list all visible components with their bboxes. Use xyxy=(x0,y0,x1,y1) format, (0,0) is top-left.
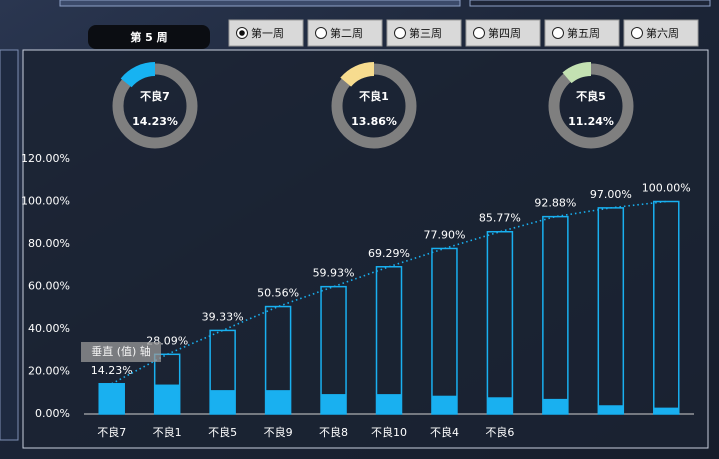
side-panel xyxy=(0,49,19,441)
y-tick-label: 0.00% xyxy=(35,407,70,420)
bar xyxy=(542,398,568,414)
x-tick-label: 不良7 xyxy=(97,425,126,439)
week-label: 第 5 周 xyxy=(130,30,167,44)
chart-panel xyxy=(22,49,709,449)
y-tick-label: 120.00% xyxy=(21,152,70,165)
radio[interactable] xyxy=(552,27,564,39)
plot: 0.00% 20.00% 40.00% 60.00% 80.00% 100.00% 120.… xyxy=(21,152,694,439)
data-label: 50.56% xyxy=(257,287,299,300)
radio[interactable] xyxy=(394,27,406,39)
week-option[interactable]: 第五周 xyxy=(567,26,600,40)
week-option[interactable]: 第一周 xyxy=(251,26,284,40)
cumulative-bar xyxy=(486,230,514,415)
data-label: 85.77% xyxy=(479,212,521,225)
cumulative-bar xyxy=(209,329,236,415)
y-tick-label: 100.00% xyxy=(21,195,70,208)
week-option[interactable]: 第四周 xyxy=(488,26,521,40)
data-label: 92.88% xyxy=(534,197,576,210)
data-label: 97.00% xyxy=(590,188,632,201)
bar xyxy=(598,405,624,414)
bar xyxy=(154,384,180,414)
gauge-arc xyxy=(340,62,375,87)
y-tick-label: 60.00% xyxy=(28,280,70,293)
axis-tooltip: 垂直 (值) 轴 xyxy=(91,344,151,358)
bar xyxy=(265,390,291,414)
week-option[interactable]: 第二周 xyxy=(330,26,363,40)
bar xyxy=(653,407,679,414)
data-label: 100.00% xyxy=(642,182,691,195)
y-tick-label: 20.00% xyxy=(28,365,70,378)
top-strip xyxy=(469,0,711,7)
week-selector: 第一周 第二周 第三周 第四周 第五周 第六周 xyxy=(228,19,699,47)
gauge-label: 不良1 xyxy=(359,89,389,103)
x-tick-label: 不良8 xyxy=(319,425,348,439)
radio-dot xyxy=(239,30,245,36)
gauge-value: 11.24% xyxy=(568,115,614,128)
gauge-arc xyxy=(120,62,156,88)
x-tick-label: 不良10 xyxy=(371,425,407,439)
y-tick-label: 80.00% xyxy=(28,237,70,250)
x-tick-label: 不良9 xyxy=(264,425,293,439)
top-strip xyxy=(59,0,461,7)
gauge-label: 不良7 xyxy=(140,89,170,103)
cumulative-bar xyxy=(375,266,403,415)
bar xyxy=(376,394,402,414)
bar xyxy=(321,394,347,414)
data-label: 69.29% xyxy=(368,247,410,260)
radio[interactable] xyxy=(315,27,327,39)
bar xyxy=(431,395,457,414)
bar xyxy=(99,383,125,414)
gauges: 不良7 14.23% 不良1 13.86% 不良5 11.24% xyxy=(112,62,634,149)
tooltip-box xyxy=(81,342,161,362)
bar xyxy=(487,397,513,414)
y-tick-label: 40.00% xyxy=(28,322,70,335)
gauge-value: 14.23% xyxy=(132,115,178,128)
x-tick-label: 不良5 xyxy=(208,425,237,439)
cumulative-bar xyxy=(264,305,292,415)
data-label: 59.93% xyxy=(313,267,355,280)
gauge-label: 不良5 xyxy=(576,89,606,103)
cumulative-bar xyxy=(653,200,680,415)
week-option[interactable]: 第六周 xyxy=(646,26,679,40)
cumulative-bar xyxy=(431,247,458,415)
x-tick-label: 不良4 xyxy=(430,425,459,439)
bar xyxy=(210,390,236,414)
x-tick-label: 不良6 xyxy=(485,425,514,439)
gauge-arc xyxy=(562,62,592,84)
cumulative-bar xyxy=(320,285,347,415)
radio[interactable] xyxy=(631,27,643,39)
data-label: 39.33% xyxy=(202,310,244,323)
cumulative-bar xyxy=(153,353,181,415)
x-tick-label: 不良1 xyxy=(153,425,182,439)
data-label: 77.90% xyxy=(423,228,465,241)
data-label: 14.23% xyxy=(91,364,133,377)
week-label-box xyxy=(88,25,210,49)
radio[interactable] xyxy=(473,27,485,39)
cumulative-bar xyxy=(542,215,569,415)
week-option[interactable]: 第三周 xyxy=(409,26,442,40)
gauge-value: 13.86% xyxy=(351,115,397,128)
